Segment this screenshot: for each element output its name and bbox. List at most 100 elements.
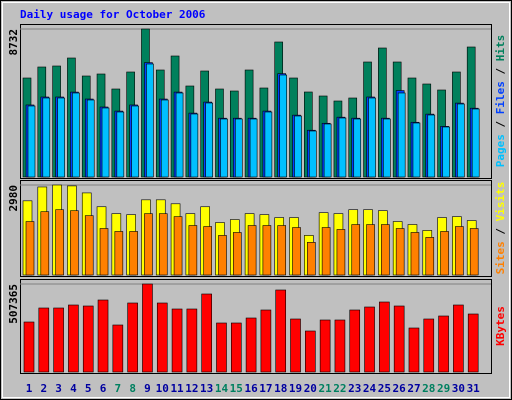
bar	[129, 231, 138, 276]
x-tick-label: 22	[333, 382, 346, 395]
x-tick-label: 6	[100, 382, 107, 395]
bar	[260, 309, 272, 373]
bar	[395, 228, 405, 276]
bar	[338, 117, 347, 178]
x-tick-label: 25	[378, 382, 391, 395]
x-tick-label: 3	[55, 382, 62, 395]
x-tick-label: 26	[393, 382, 407, 395]
bar	[290, 318, 301, 373]
x-tick-label: 5	[85, 382, 92, 395]
x-tick-label: 7	[115, 382, 122, 395]
bar	[279, 74, 288, 178]
bar	[438, 315, 449, 373]
bar	[186, 308, 198, 373]
bar	[158, 213, 168, 276]
x-tick-label: 8	[129, 382, 136, 395]
bar	[205, 102, 213, 178]
bar	[127, 302, 138, 373]
bar	[305, 330, 316, 373]
bar	[99, 228, 109, 276]
x-tick-label: 9	[144, 382, 151, 395]
bar	[232, 232, 242, 276]
bar	[38, 307, 50, 373]
bar	[203, 226, 212, 276]
x-tick-label: 28	[422, 382, 435, 395]
x-tick-label: 1	[26, 382, 33, 395]
bar	[262, 225, 272, 276]
bar	[86, 99, 95, 178]
bar	[442, 126, 450, 178]
x-tick-label: 4	[70, 382, 77, 395]
legend-entry: Visits	[494, 182, 507, 222]
x-tick-label: 15	[230, 382, 243, 395]
bar	[116, 111, 125, 178]
y-tick-label: 507365	[7, 284, 20, 324]
x-tick-label: 2	[40, 382, 47, 395]
bar	[319, 319, 331, 373]
y-tick-label: 2980	[7, 185, 20, 212]
x-tick-label: 30	[452, 382, 465, 395]
bar	[84, 215, 94, 276]
bar	[379, 301, 390, 373]
x-tick-label: 13	[200, 382, 213, 395]
bar	[142, 283, 153, 373]
bar	[457, 103, 465, 178]
legend-entry: Hits	[494, 35, 507, 62]
bar	[82, 305, 94, 373]
bar	[349, 309, 361, 373]
legend-separator: /	[494, 61, 507, 81]
legend-entry: Pages	[494, 134, 507, 167]
bar	[101, 107, 110, 178]
bar	[323, 123, 332, 178]
bar	[247, 225, 257, 276]
bar	[156, 302, 168, 373]
bar	[336, 229, 346, 276]
legend: Sites / Visits	[494, 182, 507, 275]
legend-entry: Sites	[494, 241, 507, 274]
bar	[383, 118, 391, 178]
x-tick-label: 29	[437, 382, 450, 395]
y-tick-label: 8732	[7, 29, 20, 56]
bar	[427, 114, 436, 178]
bar	[393, 305, 405, 373]
bar	[453, 304, 464, 373]
legend-entry: KBytes	[494, 306, 507, 346]
x-tick-label: 31	[467, 382, 481, 395]
bar	[25, 221, 35, 276]
bar	[57, 97, 65, 178]
bar	[294, 115, 302, 178]
bar	[364, 306, 375, 373]
bar	[131, 105, 139, 178]
x-tick-label: 18	[274, 382, 287, 395]
x-tick-label: 10	[156, 382, 169, 395]
legend: Pages / Files / Hits	[494, 35, 507, 168]
bar	[381, 224, 390, 276]
x-tick-label: 14	[215, 382, 229, 395]
bar	[467, 313, 479, 373]
bar	[368, 97, 376, 178]
bar	[55, 209, 64, 276]
bar	[188, 225, 198, 276]
bar	[408, 327, 420, 373]
x-tick-label: 24	[363, 382, 377, 395]
bar	[146, 63, 154, 178]
x-tick-label: 17	[259, 382, 272, 395]
x-tick-label: 16	[244, 382, 258, 395]
bar	[307, 242, 316, 276]
legend-entry: Files	[494, 81, 507, 114]
bar	[23, 321, 35, 373]
bar	[277, 225, 287, 276]
legend-separator: /	[494, 221, 507, 241]
bar	[410, 232, 420, 276]
x-tick-label: 19	[289, 382, 302, 395]
bar	[245, 317, 257, 373]
bar	[216, 322, 227, 373]
bar	[440, 231, 449, 276]
bar	[455, 226, 464, 276]
bar	[275, 289, 287, 373]
bar	[112, 324, 124, 373]
x-tick-label: 12	[185, 382, 198, 395]
x-tick-label: 21	[319, 382, 333, 395]
